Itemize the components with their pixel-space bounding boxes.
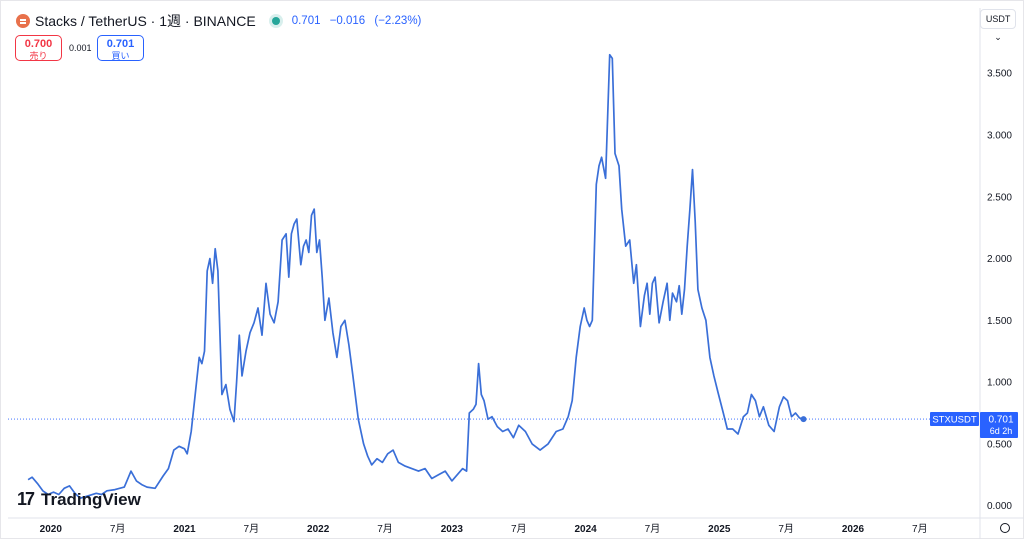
x-tick-label: 2021 [173,524,196,535]
x-tick-label: 2025 [708,524,731,535]
x-tick-label: 7月 [377,523,393,535]
x-tick-label: 2026 [842,524,865,535]
quote-summary: 0.701 −0.016 (−2.23%) [292,15,428,27]
last-point-marker [800,416,807,423]
x-tick-label: 7月 [511,523,527,535]
y-tick-label: 2.500 [987,192,1012,203]
x-tick-label: 2023 [441,524,464,535]
sell-price: 0.700 [24,38,53,50]
price-change: −0.016 [329,15,366,27]
market-open-indicator [271,17,280,25]
buy-button[interactable]: 0.701 買い [97,35,144,61]
x-tick-label: 2024 [574,524,597,535]
x-tick-label: 7月 [778,523,794,535]
y-tick-label: 0.500 [987,439,1012,450]
y-tick-label: 3.000 [987,131,1012,142]
tradingview-watermark: 17 TradingView [17,489,141,510]
buy-price: 0.701 [106,38,135,50]
x-tick-label: 7月 [645,523,661,535]
chevron-down-icon: ⌄ [994,32,1002,42]
settings-gear-icon[interactable] [1000,523,1010,533]
last-price: 0.701 [291,15,321,27]
chart-header: Stacks / TetherUS · 1週 · BINANCE 0.701 −… [16,11,427,31]
tradingview-name: TradingView [41,489,141,509]
sell-button[interactable]: 0.700 売り [15,35,62,61]
price-tag-box [980,412,1018,439]
x-tick-label: 7月 [912,523,928,535]
symbol-tag-label: STXUSDT [932,415,977,426]
price-series-line [27,53,804,500]
x-tick-label: 2020 [40,524,63,535]
sell-label: 売り [29,51,48,61]
y-tick-label: 1.000 [987,378,1012,389]
x-tick-label: 2022 [307,524,330,535]
symbol-title[interactable]: Stacks / TetherUS · 1週 · BINANCE [35,13,256,29]
y-tick-label: 3.500 [987,69,1012,80]
currency-label: USDT [985,14,1011,24]
tradingview-logo-icon: 17 [17,489,35,509]
y-tick-label: 0.000 [987,501,1012,512]
y-tick-label: 1.500 [987,316,1012,327]
x-tick-label: 7月 [110,523,126,535]
price-tag-value: 0.701 [988,415,1013,426]
x-tick-label: 7月 [244,523,260,535]
currency-selector[interactable]: USDT ⌄ [980,9,1016,42]
symbol-tag-box [930,412,979,427]
price-tag-countdown: 6d 2h [990,426,1013,436]
stacks-logo-icon [16,14,30,28]
buy-label: 買い [111,51,130,61]
y-tick-label: 2.000 [987,254,1012,265]
spread-value: 0.001 [69,43,92,53]
price-change-percent: (−2.23%) [374,15,422,27]
